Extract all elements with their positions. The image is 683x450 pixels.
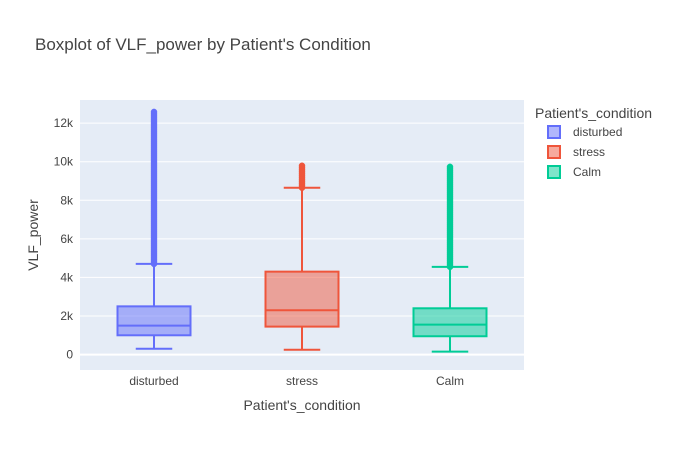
y-tick-label: 10k bbox=[54, 155, 74, 169]
legend-label: disturbed bbox=[573, 125, 622, 139]
iqr-box bbox=[264, 270, 340, 328]
outlier-points bbox=[150, 108, 158, 268]
outlier-point bbox=[150, 108, 158, 116]
legend-swatch bbox=[547, 125, 561, 139]
box-calm bbox=[412, 163, 488, 353]
y-tick-label: 6k bbox=[60, 232, 74, 246]
outlier-point bbox=[446, 163, 454, 171]
y-tick-label: 8k bbox=[60, 193, 74, 207]
iqr-box bbox=[412, 307, 488, 338]
iqr-box bbox=[116, 305, 192, 337]
x-axis-title: Patient's_condition bbox=[243, 397, 360, 413]
legend-item-stress[interactable]: stress bbox=[547, 145, 605, 159]
y-tick-labels: 0 2k 4k 6k 8k 10k 12k bbox=[54, 116, 74, 361]
y-tick-label: 12k bbox=[54, 116, 74, 130]
box-layer bbox=[116, 108, 488, 353]
y-tick-label: 2k bbox=[60, 309, 74, 323]
legend-title: Patient's_condition bbox=[535, 105, 652, 121]
outlier-points bbox=[298, 162, 306, 191]
legend-label: stress bbox=[573, 145, 605, 159]
box-stress bbox=[264, 162, 340, 351]
outlier-point bbox=[298, 162, 306, 169]
x-tick-labels: disturbed stress Calm bbox=[129, 374, 464, 388]
legend-item-disturbed[interactable]: disturbed bbox=[547, 125, 622, 139]
box-disturbed bbox=[116, 108, 192, 350]
x-tick-label: disturbed bbox=[129, 374, 178, 388]
x-tick-label: Calm bbox=[436, 374, 464, 388]
y-tick-label: 0 bbox=[66, 348, 73, 362]
y-tick-label: 4k bbox=[60, 270, 74, 284]
chart-title: Boxplot of VLF_power by Patient's Condit… bbox=[35, 35, 371, 54]
legend-label: Calm bbox=[573, 165, 601, 179]
legend-swatch bbox=[547, 145, 561, 159]
x-tick-label: stress bbox=[286, 374, 318, 388]
outlier-points bbox=[446, 163, 454, 271]
legend-item-calm[interactable]: Calm bbox=[547, 165, 601, 179]
legend-swatch bbox=[547, 165, 561, 179]
legend[interactable]: disturbed stress Calm bbox=[547, 125, 622, 179]
y-axis-title: VLF_power bbox=[25, 199, 41, 271]
